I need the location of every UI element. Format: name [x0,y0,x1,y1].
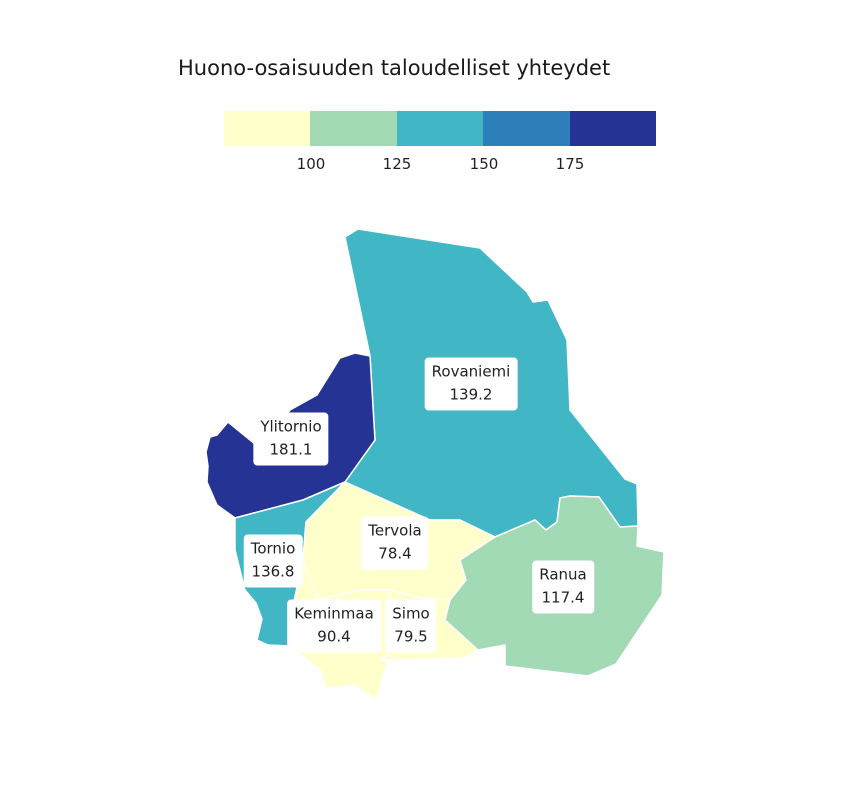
region-label-ylitornio: Ylitornio 181.1 [253,412,329,466]
legend-swatch-5 [569,111,657,146]
region-name: Simo [392,604,430,623]
region-label-ranua: Ranua 117.4 [532,560,594,614]
region-label-tervola: Tervola 78.4 [361,516,429,570]
legend-tick-150: 150 [469,155,499,173]
region-label-keminmaa: Keminmaa 90.4 [287,599,381,653]
region-value: 79.5 [394,627,428,646]
map-title: Huono-osaisuuden taloudelliset yhteydet [178,56,611,80]
legend-tick-100: 100 [296,155,326,173]
region-label-rovaniemi: Rovaniemi 139.2 [424,357,518,411]
legend-tick-175: 175 [555,155,585,173]
region-value: 117.4 [541,588,585,607]
legend-tick-125: 125 [382,155,412,173]
region-name: Rovaniemi [431,362,511,381]
region-label-simo: Simo 79.5 [385,599,437,653]
legend-swatch-3 [396,111,484,146]
region-value: 181.1 [269,440,313,459]
region-value: 90.4 [317,627,351,646]
legend-swatch-4 [483,111,570,146]
legend-swatch-1 [224,111,311,146]
region-name: Tervola [368,521,422,540]
region-value: 139.2 [449,385,493,404]
legend-swatch-2 [310,111,397,146]
region-name: Ylitornio [260,417,322,436]
region-value: 136.8 [251,562,295,581]
color-legend [224,111,657,147]
region-name: Tornio [250,539,296,558]
region-value: 78.4 [378,544,412,563]
region-name: Ranua [539,565,587,584]
region-name: Keminmaa [294,604,374,623]
region-label-tornio: Tornio 136.8 [243,534,303,588]
